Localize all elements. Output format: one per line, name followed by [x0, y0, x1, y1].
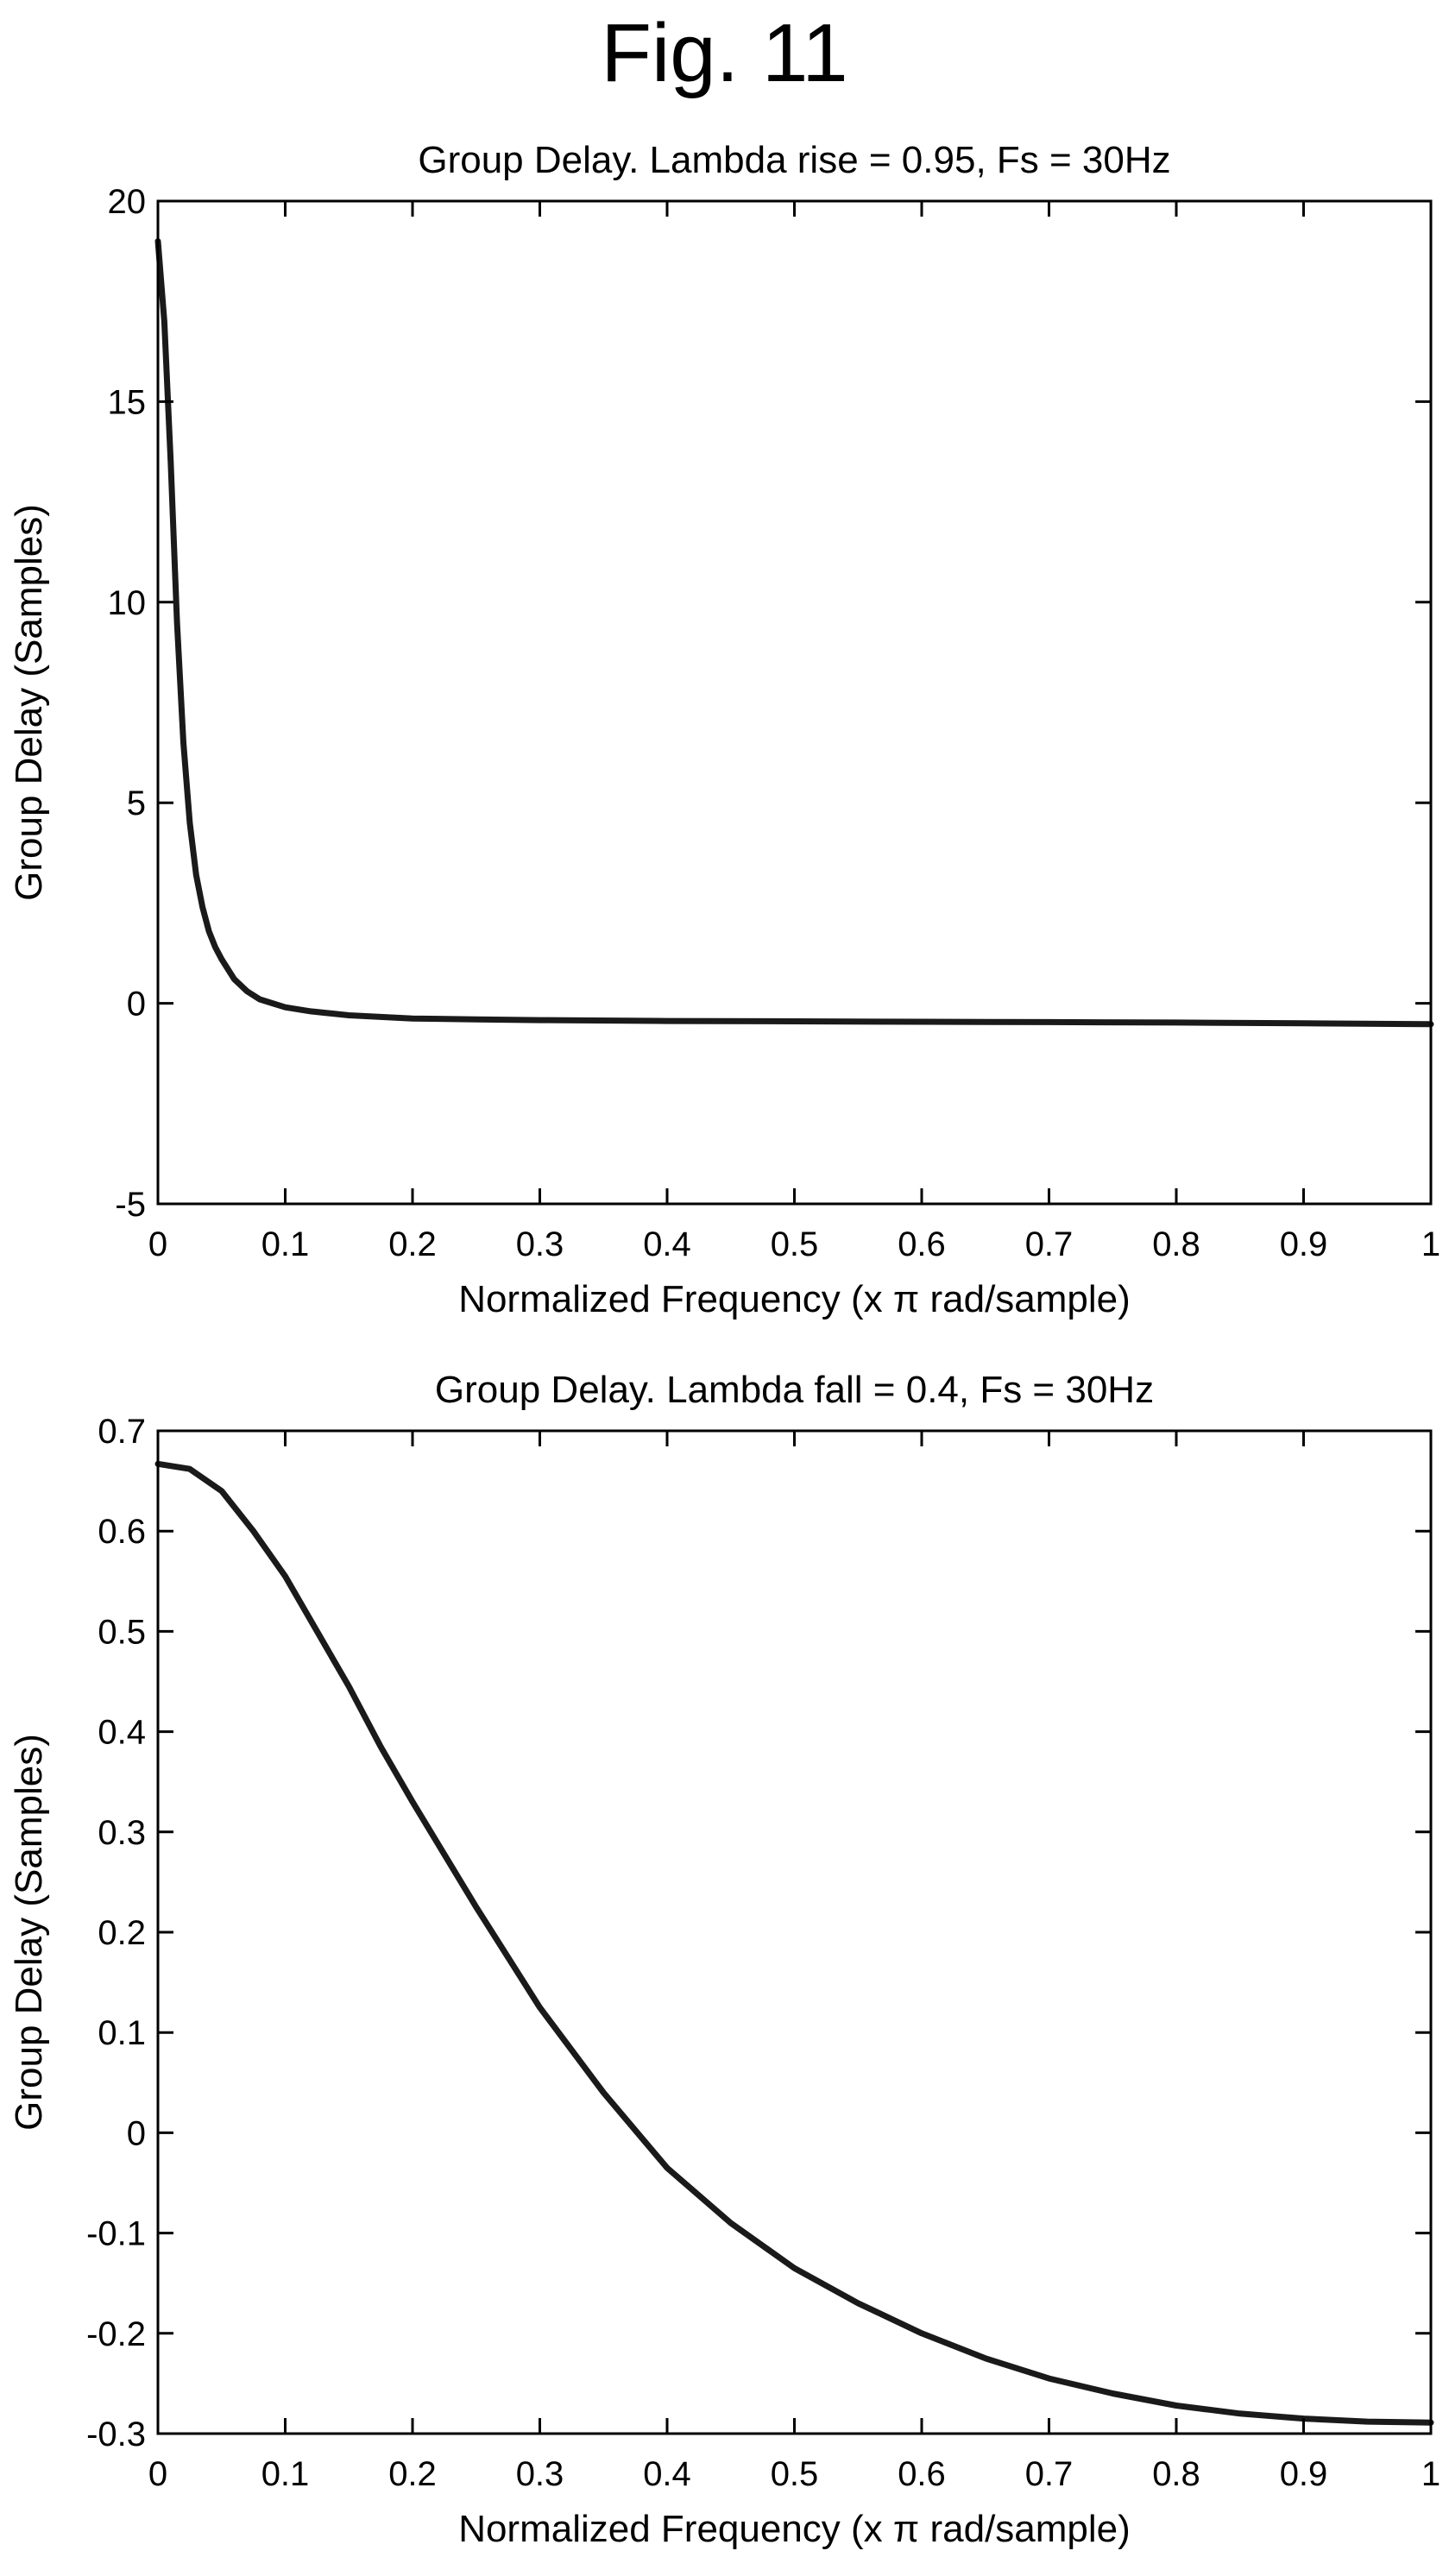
y-axis-label: Group Delay (Samples): [8, 1734, 50, 2131]
x-tick-label: 1: [1421, 1225, 1440, 1263]
x-tick-label: 0: [148, 1225, 167, 1263]
y-tick-label: -0.1: [86, 2215, 146, 2253]
chart-title: Group Delay. Lambda rise = 0.95, Fs = 30…: [418, 139, 1170, 181]
x-axis-label: Normalized Frequency (x π rad/sample): [458, 2508, 1131, 2550]
y-tick-label: 0.1: [98, 2014, 146, 2052]
x-tick-label: 0.3: [516, 2455, 564, 2493]
x-tick-label: 0.9: [1280, 2455, 1328, 2493]
y-tick-label: 0.6: [98, 1513, 146, 1551]
y-tick-label: 0.3: [98, 1814, 146, 1852]
x-tick-label: 0.8: [1152, 2455, 1200, 2493]
y-tick-label: 20: [108, 183, 147, 221]
chart-bottom: Group Delay. Lambda fall = 0.4, Fs = 30H…: [8, 1369, 1440, 2550]
x-tick-label: 0.7: [1025, 2455, 1074, 2493]
chart-top: Group Delay. Lambda rise = 0.95, Fs = 30…: [8, 139, 1440, 1320]
x-tick-label: 0.3: [516, 1225, 564, 1263]
figure-title: Fig. 11: [601, 7, 848, 99]
chart-title: Group Delay. Lambda fall = 0.4, Fs = 30H…: [435, 1369, 1154, 1411]
x-tick-label: 1: [1421, 2455, 1440, 2493]
y-tick-label: -0.2: [86, 2315, 146, 2353]
x-tick-label: 0.8: [1152, 1225, 1200, 1263]
x-tick-label: 0.4: [643, 1225, 691, 1263]
plot-frame: [156, 199, 1433, 1206]
x-tick-label: 0.7: [1025, 1225, 1074, 1263]
x-tick-label: 0.2: [388, 1225, 437, 1263]
y-tick-label: 0.2: [98, 1914, 146, 1952]
x-tick-label: 0.9: [1280, 1225, 1328, 1263]
x-tick-label: 0.6: [898, 2455, 946, 2493]
x-tick-label: 0.2: [388, 2455, 437, 2493]
series-line: [154, 1460, 1434, 2426]
series-line: [154, 238, 1434, 1028]
x-tick-label: 0.5: [771, 1225, 819, 1263]
y-tick-label: 0: [127, 2114, 146, 2152]
y-tick-label: -5: [115, 1186, 146, 1224]
y-axis-label: Group Delay (Samples): [8, 504, 50, 901]
y-tick-label: 15: [108, 383, 147, 421]
y-tick-label: 0: [127, 986, 146, 1023]
x-axis-label: Normalized Frequency (x π rad/sample): [458, 1278, 1131, 1320]
y-tick-label: 10: [108, 584, 147, 622]
y-tick-label: 0.4: [98, 1714, 146, 1752]
x-tick-label: 0: [148, 2455, 167, 2493]
y-tick-label: 5: [127, 784, 146, 822]
x-tick-label: 0.1: [261, 1225, 310, 1263]
x-tick-label: 0.4: [643, 2455, 691, 2493]
y-tick-label: 0.7: [98, 1413, 146, 1451]
x-tick-label: 0.5: [771, 2455, 819, 2493]
y-tick-label: 0.5: [98, 1613, 146, 1651]
y-tick-label: -0.3: [86, 2415, 146, 2453]
x-tick-label: 0.1: [261, 2455, 310, 2493]
plot-frame: [156, 1429, 1433, 2435]
x-tick-label: 0.6: [898, 1225, 946, 1263]
